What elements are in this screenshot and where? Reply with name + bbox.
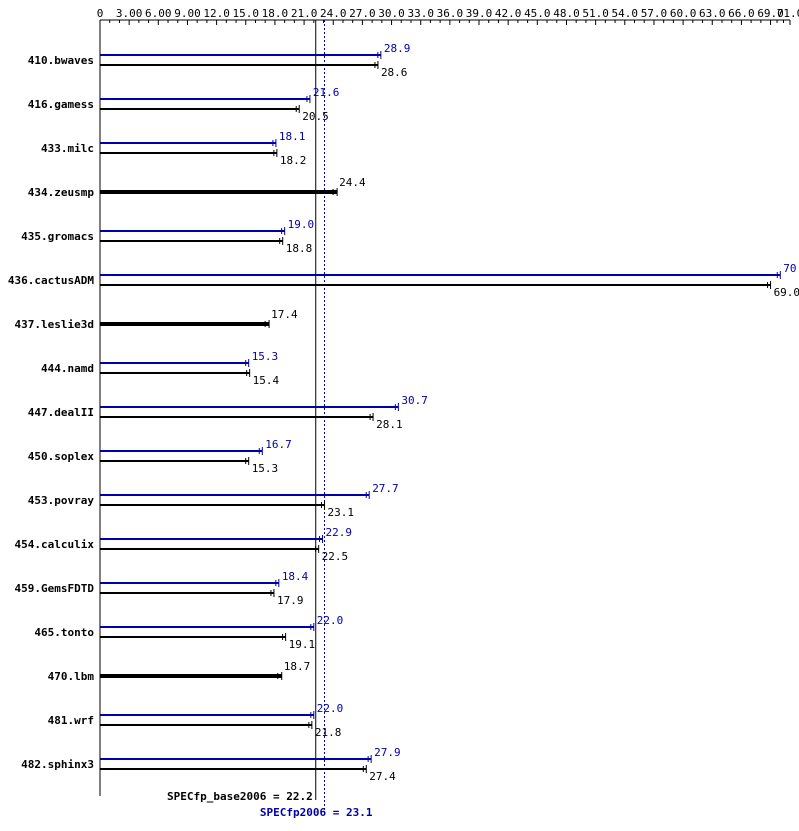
x-tick-label: 3.00 [116, 7, 143, 20]
benchmark-value-peak: 70.0 [783, 262, 799, 275]
x-tick-label: 66.0 [728, 7, 755, 20]
x-tick-label: 9.00 [174, 7, 201, 20]
benchmark-label: 433.milc [41, 142, 94, 155]
x-tick-label: 51.0 [582, 7, 609, 20]
benchmark-value-peak: 22.9 [326, 526, 353, 539]
x-tick-label: 30.0 [378, 7, 405, 20]
benchmark-label: 470.lbm [48, 670, 95, 683]
benchmark-value-base: 18.8 [286, 242, 313, 255]
x-tick-label: 42.0 [495, 7, 522, 20]
benchmark-value-peak: 16.7 [265, 438, 292, 451]
benchmark-value: 17.4 [271, 308, 298, 321]
benchmark-value-base: 28.1 [376, 418, 403, 431]
x-tick-label: 15.0 [233, 7, 260, 20]
x-tick-label: 6.00 [145, 7, 172, 20]
benchmark-value-peak: 27.9 [374, 746, 401, 759]
x-tick-label: 18.0 [262, 7, 289, 20]
benchmark-value-peak: 27.7 [372, 482, 399, 495]
benchmark-label: 447.dealII [28, 406, 94, 419]
x-tick-label: 27.0 [349, 7, 376, 20]
summary-peak-label: SPECfp2006 = 23.1 [260, 806, 373, 819]
benchmark-label: 454.calculix [15, 538, 95, 551]
benchmark-value-base: 28.6 [381, 66, 408, 79]
benchmark-label: 459.GemsFDTD [15, 582, 95, 595]
x-tick-label: 60.0 [670, 7, 697, 20]
benchmark-value-base: 20.5 [302, 110, 329, 123]
benchmark-value: 18.7 [284, 660, 311, 673]
x-tick-label: 0 [97, 7, 104, 20]
benchmark-label: 410.bwaves [28, 54, 94, 67]
benchmark-value-base: 15.3 [252, 462, 278, 475]
benchmark-label: 416.gamess [28, 98, 94, 111]
x-tick-label: 24.0 [320, 7, 347, 20]
x-tick-label: 39.0 [466, 7, 493, 20]
benchmark-label: 482.sphinx3 [21, 758, 94, 771]
benchmark-value-base: 17.9 [277, 594, 304, 607]
spec-chart: 03.006.009.0012.015.018.021.024.027.030.… [0, 0, 799, 831]
benchmark-value-base: 18.2 [280, 154, 307, 167]
benchmark-value-peak: 21.6 [313, 86, 340, 99]
benchmark-value-base: 69.0 [774, 286, 799, 299]
x-tick-label: 48.0 [553, 7, 580, 20]
benchmark-value-base: 19.1 [289, 638, 316, 651]
benchmark-value-base: 15.4 [253, 374, 280, 387]
benchmark-label: 444.namd [41, 362, 94, 375]
chart-background [0, 0, 799, 831]
benchmark-value-base: 23.1 [327, 506, 354, 519]
benchmark-label: 437.leslie3d [15, 318, 94, 331]
x-tick-label: 45.0 [524, 7, 551, 20]
benchmark-value-peak: 15.3 [252, 350, 278, 363]
x-tick-label: 54.0 [612, 7, 639, 20]
benchmark-value-peak: 18.4 [282, 570, 309, 583]
x-tick-label: 63.0 [699, 7, 726, 20]
benchmark-value-base: 22.5 [322, 550, 349, 563]
summary-base-label: SPECfp_base2006 = 22.2 [167, 790, 313, 803]
x-tick-label: 33.0 [407, 7, 434, 20]
x-tick-label: 71.0 [777, 7, 799, 20]
benchmark-label: 465.tonto [34, 626, 94, 639]
benchmark-value-peak: 30.7 [401, 394, 428, 407]
benchmark-label: 453.povray [28, 494, 95, 507]
x-tick-label: 57.0 [641, 7, 668, 20]
benchmark-label: 435.gromacs [21, 230, 94, 243]
benchmark-value-peak: 22.0 [317, 702, 344, 715]
benchmark-label: 434.zeusmp [28, 186, 95, 199]
x-tick-label: 12.0 [203, 7, 230, 20]
benchmark-label: 450.soplex [28, 450, 95, 463]
x-tick-label: 21.0 [291, 7, 318, 20]
benchmark-label: 436.cactusADM [8, 274, 94, 287]
benchmark-value-peak: 18.1 [279, 130, 306, 143]
benchmark-value: 24.4 [339, 176, 366, 189]
benchmark-value-peak: 28.9 [384, 42, 411, 55]
benchmark-value-base: 27.4 [369, 770, 396, 783]
benchmark-label: 481.wrf [48, 714, 94, 727]
benchmark-value-peak: 22.0 [317, 614, 344, 627]
x-tick-label: 36.0 [437, 7, 464, 20]
benchmark-value-peak: 19.0 [288, 218, 315, 231]
benchmark-value-base: 21.8 [315, 726, 342, 739]
